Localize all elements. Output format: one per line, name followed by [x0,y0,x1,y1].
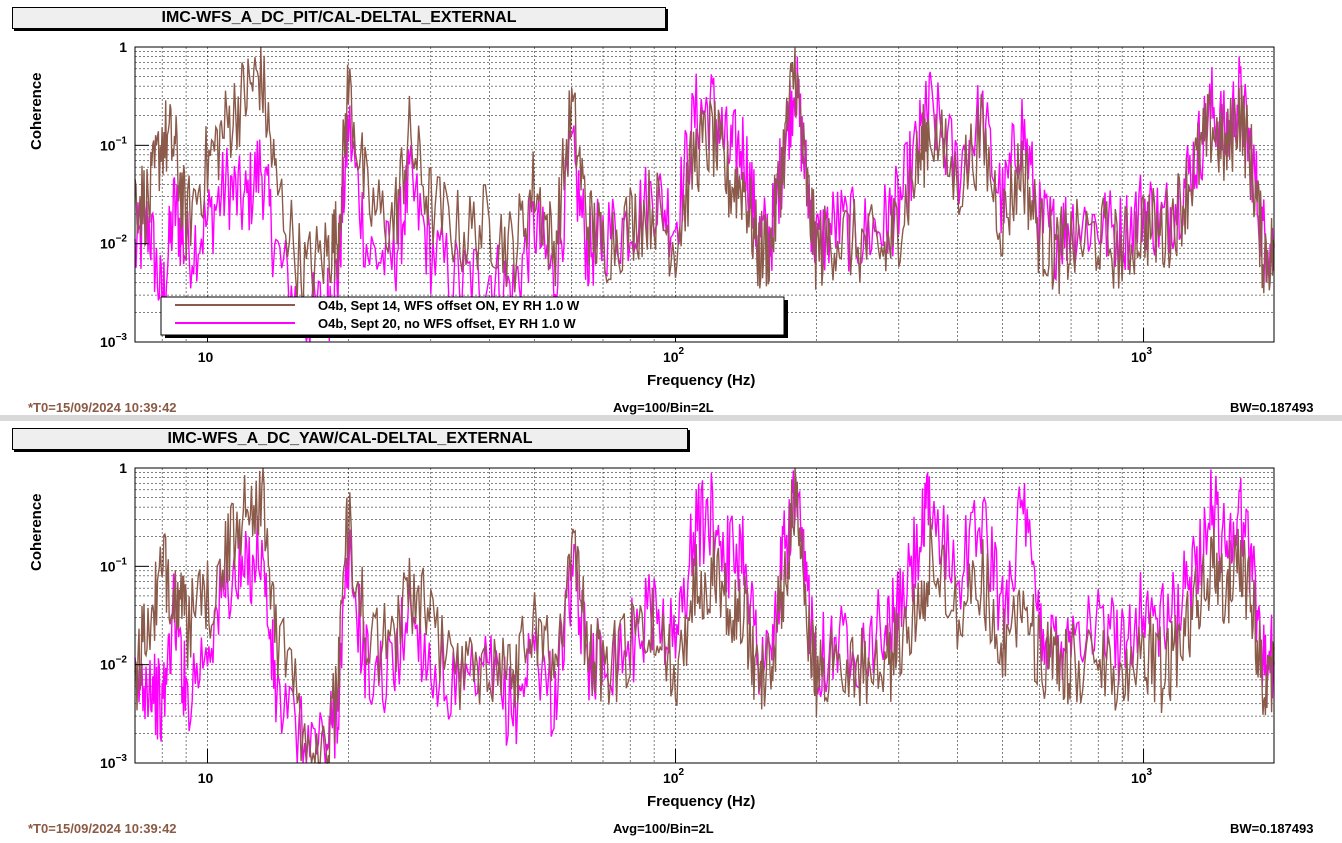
y-tick-label: 10−1 [100,556,127,574]
y-tick-label: 1 [119,39,127,55]
legend-box [160,296,785,336]
y-tick-label: 10−3 [100,753,127,771]
t0-timestamp: *T0=15/09/2024 10:39:42 [28,821,177,836]
bandwidth-info: BW=0.187493 [1230,400,1314,415]
series-line-no-wfs-offset [134,469,1275,764]
series-line-no-wfs-offset [134,56,1275,343]
x-tick-label: 103 [1131,767,1153,786]
y-tick-label: 10−2 [100,655,127,673]
legend: O4b, Sept 14, WFS offset ON, EY RH 1.0 W… [160,296,788,338]
x-tick-label: 102 [663,767,685,786]
pit-coherence-chart: 1 10−1 10−2 10−3 10 102 103 O4b, Sept 14, WFS o… [100,39,1275,365]
y-axis-label: Coherence [28,72,45,150]
t0-timestamp: *T0=15/09/2024 10:39:42 [28,400,177,415]
y-tick-label: 1 [119,460,127,476]
plot-title: IMC-WFS_A_DC_YAW/CAL-DELTAL_EXTERNAL [12,428,688,450]
series-line-wfs-offset-on [134,46,1275,317]
yaw-coherence-panel: IMC-WFS_A_DC_YAW/CAL-DELTAL_EXTERNAL 1 10… [0,421,1342,836]
panel-separator [0,415,1342,421]
grid [134,467,1274,764]
averaging-info: Avg=100/Bin=2L [613,400,714,415]
x-axis-label: Frequency (Hz) [647,793,756,810]
y-tick-label: 10−2 [100,234,127,252]
pit-coherence-panel: IMC-WFS_A_DC_PIT/CAL-DELTAL_EXTERNAL 1 10… [0,0,1342,415]
plot-area [135,468,1274,763]
plot-frame [134,46,1275,343]
y-axis-label: Coherence [28,493,45,571]
x-tick-label: 103 [1131,346,1153,365]
x-tick-label: 10 [198,770,214,786]
averaging-info: Avg=100/Bin=2L [613,821,714,836]
legend-label: O4b, Sept 20, no WFS offset, EY RH 1.0 W [318,316,576,331]
yaw-coherence-chart: 1 10−1 10−2 10−3 10 102 103 [100,460,1275,786]
plot-area [135,47,1274,342]
plot-frame [134,467,1275,764]
x-axis-label: Frequency (Hz) [647,372,756,389]
bandwidth-info: BW=0.187493 [1230,821,1314,836]
legend-label: O4b, Sept 14, WFS offset ON, EY RH 1.0 W [318,298,580,313]
y-tick-label: 10−1 [100,135,127,153]
x-tick-label: 10 [198,349,214,365]
plot-title: IMC-WFS_A_DC_PIT/CAL-DELTAL_EXTERNAL [12,7,666,29]
x-tick-label: 102 [663,346,685,365]
y-tick-label: 10−3 [100,332,127,350]
